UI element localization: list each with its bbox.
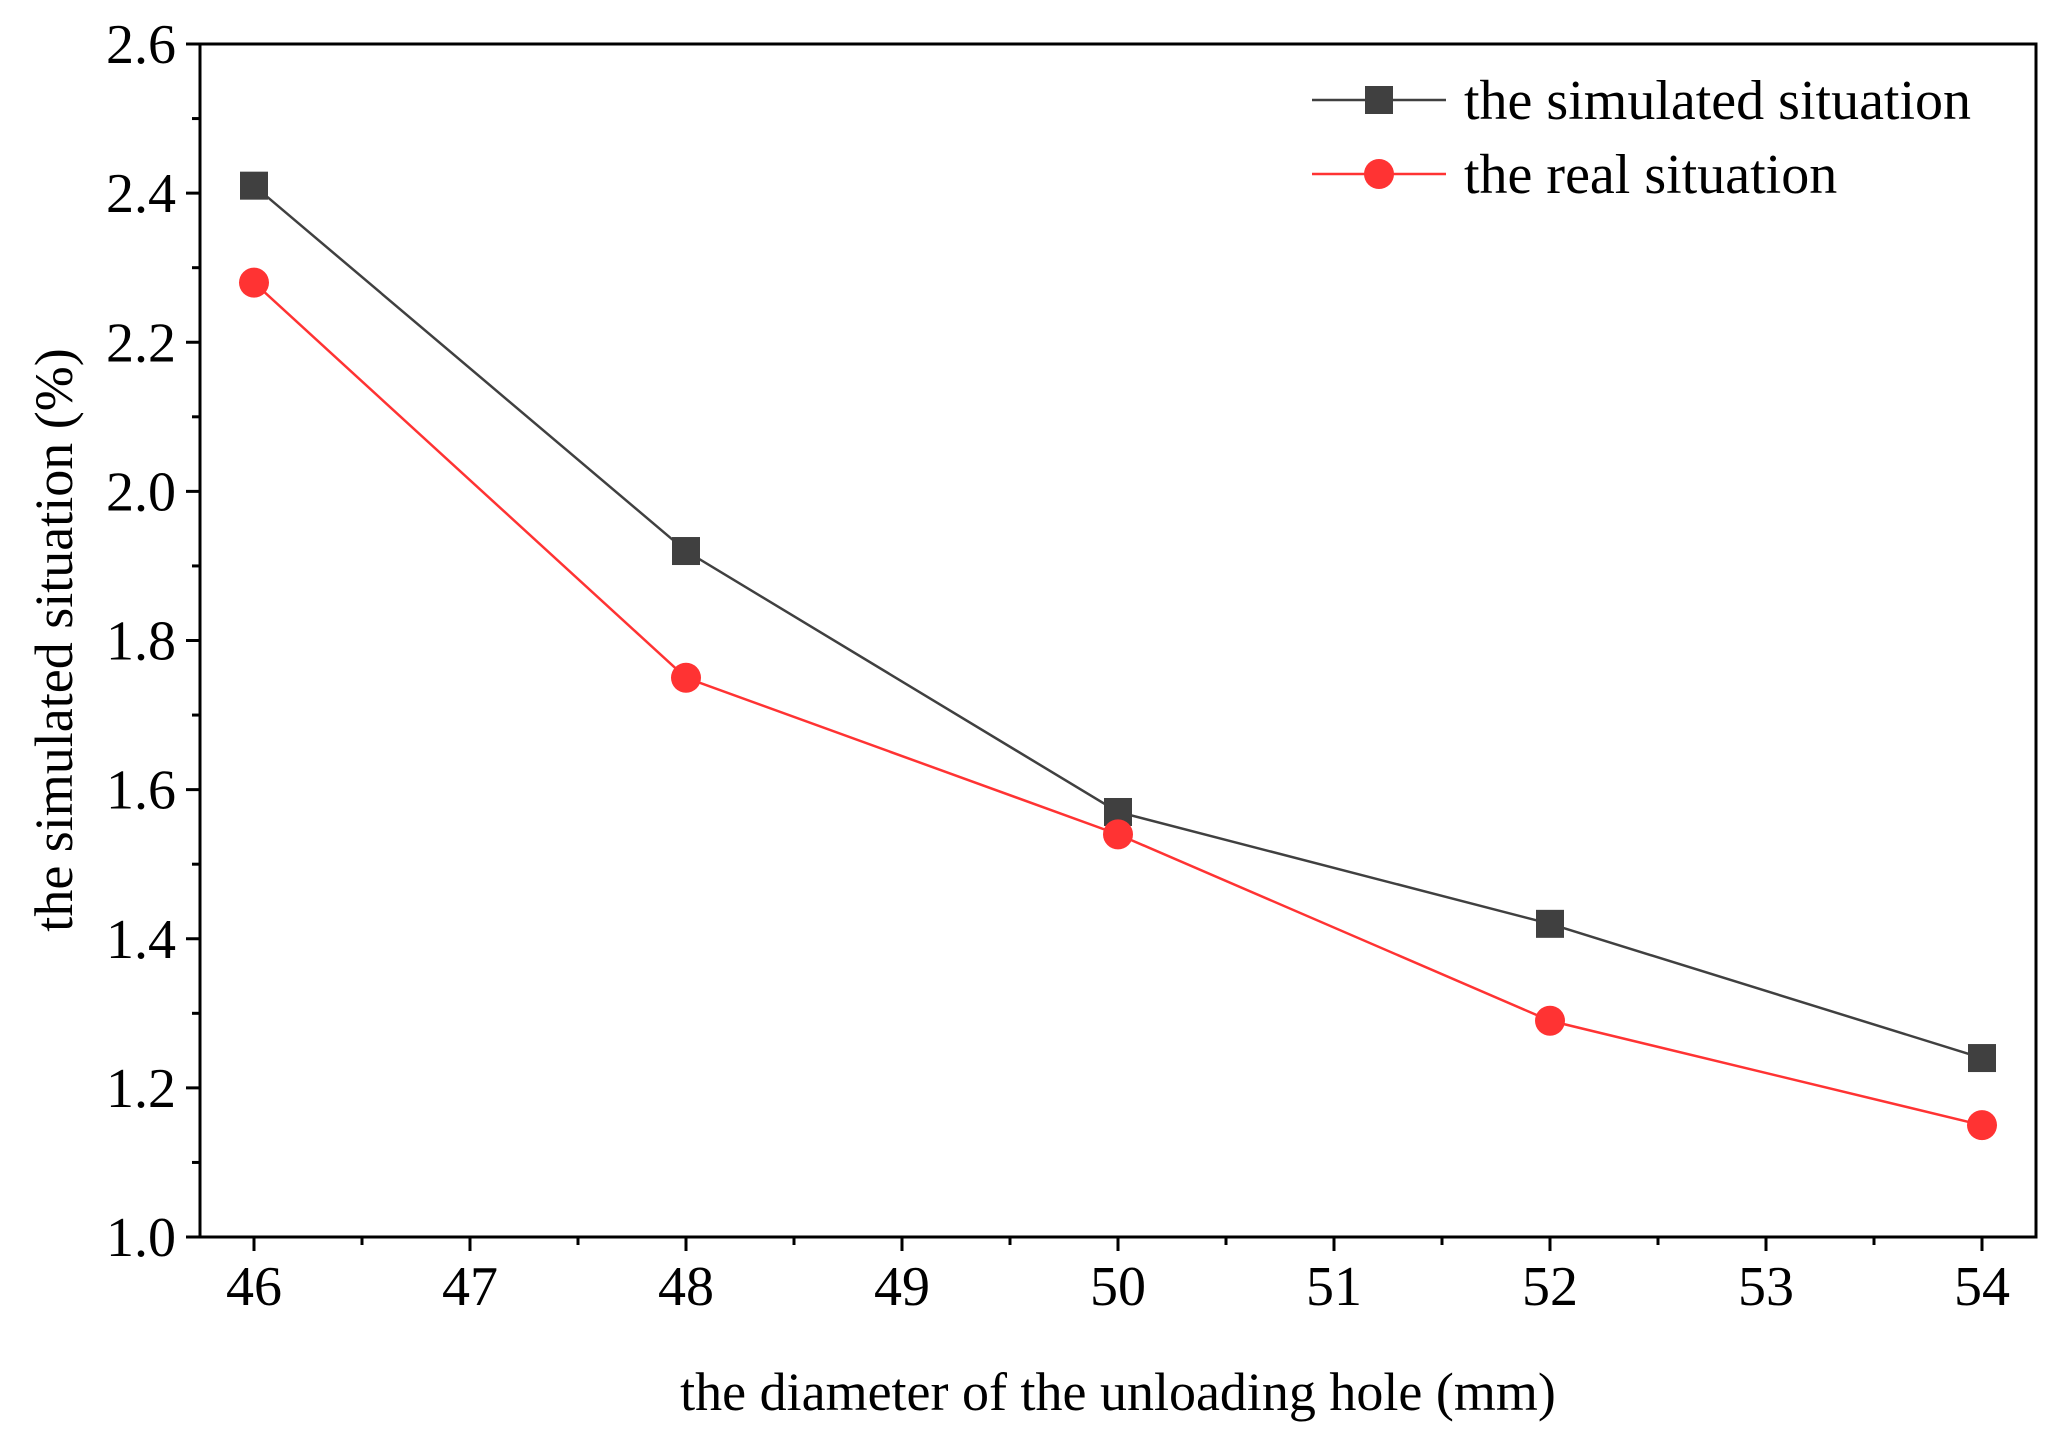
x-tick-label: 49 <box>874 1256 930 1318</box>
legend-square-marker <box>1365 86 1393 114</box>
data-point-circle <box>1535 1005 1565 1036</box>
x-tick-label: 51 <box>1306 1256 1362 1318</box>
data-point-square <box>672 537 700 566</box>
x-tick-label: 46 <box>226 1256 282 1318</box>
x-tick-label: 52 <box>1522 1256 1578 1318</box>
y-tick-label: 1.6 <box>106 760 176 822</box>
x-tick-label: 47 <box>442 1256 498 1318</box>
data-point-square <box>1968 1044 1996 1073</box>
x-tick-label: 48 <box>658 1256 714 1318</box>
plot-frame <box>198 42 2038 1239</box>
x-tick-label: 50 <box>1090 1256 1146 1318</box>
y-tick-label: 1.4 <box>106 909 176 971</box>
data-point-circle <box>671 662 701 693</box>
series-line <box>253 281 1983 1127</box>
y-tick-label: 1.8 <box>106 611 176 673</box>
legend-label: the simulated situation <box>1464 70 1971 132</box>
series-2 <box>239 267 1997 1141</box>
legend-label: the real situation <box>1464 144 1837 206</box>
series-1 <box>240 171 1996 1073</box>
y-tick-label: 2.2 <box>106 312 176 374</box>
legend: the simulated situation the real situatio… <box>1312 70 1971 206</box>
x-axis-ticks: 46 47 48 49 50 51 52 53 54 <box>226 1237 2010 1318</box>
y-axis-title: the simulated situation (%) <box>24 348 84 931</box>
series-line <box>253 184 1983 1060</box>
data-point-square <box>240 171 268 200</box>
x-tick-label: 53 <box>1738 1256 1794 1318</box>
legend-item: the real situation <box>1312 144 1837 206</box>
y-tick-label: 2.0 <box>106 461 176 523</box>
x-tick-label: 54 <box>1954 1256 2010 1318</box>
legend-item: the simulated situation <box>1312 70 1971 132</box>
data-point-circle <box>1967 1110 1997 1141</box>
series-layer <box>239 171 1997 1141</box>
data-point-circle <box>1103 819 1133 850</box>
y-tick-label: 1.2 <box>106 1058 176 1120</box>
x-axis-title: the diameter of the unloading hole (mm) <box>680 1362 1556 1422</box>
y-tick-label: 2.6 <box>106 14 176 76</box>
data-point-circle <box>239 267 269 298</box>
y-tick-label: 1.0 <box>106 1207 176 1269</box>
y-tick-label: 2.4 <box>106 163 176 225</box>
data-point-square <box>1536 909 1564 938</box>
y-axis-ticks: 1.0 1.2 1.4 1.6 1.8 2.0 2.2 2.4 2.6 <box>106 14 200 1269</box>
legend-circle-marker <box>1364 159 1394 189</box>
